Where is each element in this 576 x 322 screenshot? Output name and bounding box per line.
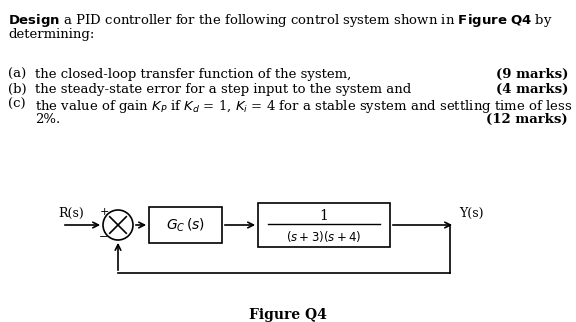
- Text: 1: 1: [320, 209, 328, 223]
- Text: $(s+3)(s+4)$: $(s+3)(s+4)$: [286, 229, 362, 243]
- Text: $\mathbf{Design}$ a PID controller for the following control system shown in $\m: $\mathbf{Design}$ a PID controller for t…: [8, 12, 553, 29]
- Text: determining:: determining:: [8, 28, 94, 41]
- Text: $G_C\/(s)$: $G_C\/(s)$: [166, 216, 205, 234]
- Text: the steady-state error for a step input to the system and: the steady-state error for a step input …: [35, 83, 411, 96]
- Text: (c): (c): [8, 98, 25, 111]
- Text: (12 marks): (12 marks): [486, 113, 568, 126]
- Text: −: −: [99, 232, 109, 242]
- Text: the value of gain $K_P$ if $K_d$ = 1, $K_i$ = 4 for a stable system and settling: the value of gain $K_P$ if $K_d$ = 1, $K…: [35, 98, 576, 115]
- Text: 2%.: 2%.: [35, 113, 60, 126]
- Text: (4 marks): (4 marks): [495, 83, 568, 96]
- Text: Y(s): Y(s): [459, 207, 483, 220]
- Text: +: +: [99, 207, 109, 217]
- FancyBboxPatch shape: [258, 203, 390, 247]
- Text: Figure Q4: Figure Q4: [249, 308, 327, 322]
- Text: R(s): R(s): [58, 207, 84, 220]
- Text: (9 marks): (9 marks): [495, 68, 568, 81]
- Text: (b): (b): [8, 83, 26, 96]
- FancyBboxPatch shape: [149, 207, 222, 243]
- Text: (a): (a): [8, 68, 26, 81]
- Text: the closed-loop transfer function of the system,: the closed-loop transfer function of the…: [35, 68, 351, 81]
